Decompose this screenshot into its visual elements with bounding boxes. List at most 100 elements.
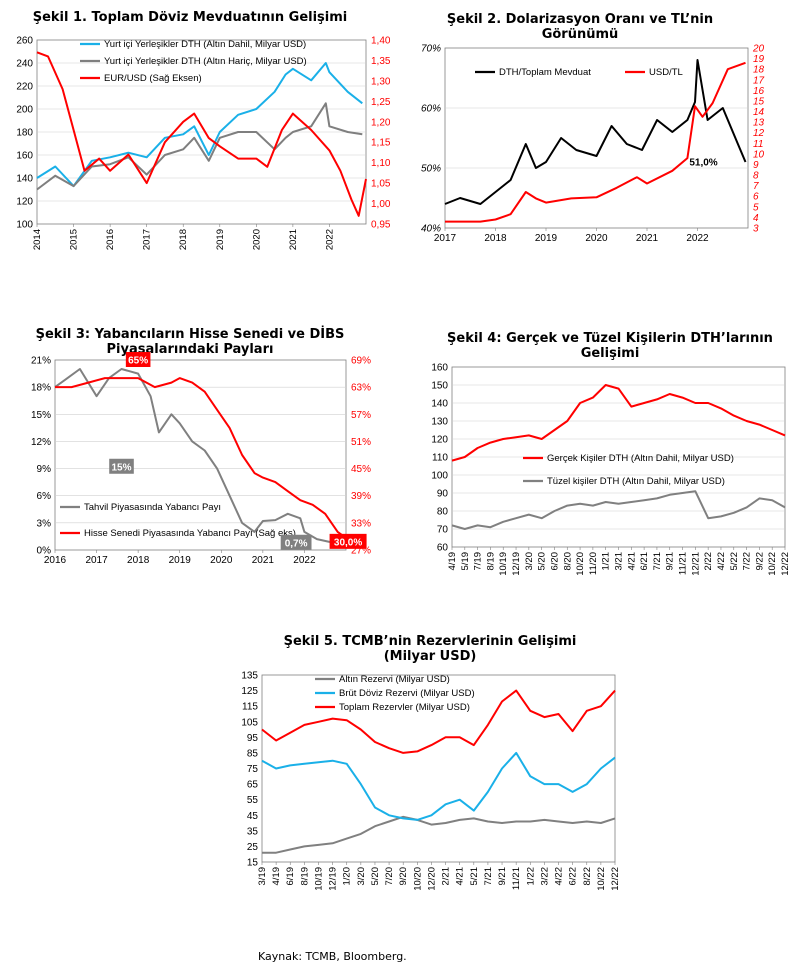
x-tick-label: 2021 [636, 233, 659, 244]
y2-tick-label: 18 [753, 65, 765, 76]
x-tick-label: 2021 [288, 229, 299, 250]
y-tick-label: 21% [31, 356, 51, 367]
x-tick-label: 9/22 [754, 552, 765, 571]
x-tick-label: 1/21 [601, 552, 612, 571]
y2-tick-label: 14 [753, 107, 765, 118]
legend-label: USD/TL [649, 67, 683, 78]
x-tick-label: 5/20 [370, 867, 381, 886]
x-tick-label: 2017 [85, 555, 108, 566]
y2-tick-label: 20 [752, 44, 765, 55]
plot-frame [444, 47, 749, 229]
annotation-box [329, 533, 367, 549]
y-tick-label: 105 [241, 717, 258, 728]
legend-label: DTH/Toplam Mevduat [499, 67, 591, 78]
annotation-label: 51,0% [689, 158, 717, 169]
x-tick-label: 10/22 [596, 867, 607, 891]
y-tick-label: 240 [16, 59, 33, 70]
annotation-box [125, 352, 151, 367]
y2-tick-label: 33% [351, 518, 371, 529]
y2-tick-label: 17 [753, 75, 765, 86]
series-line-1 [451, 490, 786, 530]
x-tick-label: 2018 [127, 555, 150, 566]
annotation-label: 65% [128, 356, 148, 367]
x-tick-label: 12/22 [780, 552, 791, 576]
chart-2-svg: 40%50%60%70%3456789101112131415161718192… [421, 44, 765, 245]
x-tick-label: 8/19 [299, 867, 310, 886]
y2-tick-label: 1,00 [371, 199, 391, 210]
y2-tick-label: 9 [753, 160, 759, 171]
y-tick-label: 140 [431, 399, 448, 410]
annotation-label: 0,7% [285, 538, 308, 549]
x-tick-label: 2017 [434, 233, 457, 244]
y2-tick-label: 63% [351, 383, 371, 394]
y-tick-label: 120 [16, 197, 33, 208]
x-tick-label: 6/19 [285, 867, 296, 886]
x-tick-label: 11/21 [678, 552, 689, 575]
legend-label: Yurt içi Yerleşikler DTH (Altın Dahil, M… [104, 39, 306, 50]
y-tick-label: 110 [432, 453, 448, 464]
y-tick-label: 12% [31, 437, 51, 448]
y-tick-label: 65 [247, 780, 259, 791]
y-tick-label: 18% [31, 383, 51, 394]
chart-3-svg: 0% 3% 6% 9% 12% 15% 18% 21% 27% 33% 39% 45% 51% 57% 63… [31, 352, 371, 566]
y2-tick-label: 1,20 [371, 117, 391, 128]
y2-tick-label: 7 [753, 181, 759, 192]
x-tick-label: 5/22 [729, 552, 740, 571]
x-tick-label: 10/20 [412, 867, 423, 891]
x-tick-label: 2018 [178, 229, 189, 250]
y-tick-label: 70 [437, 525, 449, 536]
x-tick-label: 5/20 [537, 552, 548, 571]
y2-tick-label: 19 [753, 54, 765, 65]
plot-frame [261, 674, 616, 863]
x-tick-label: 2018 [484, 233, 507, 244]
y-tick-label: 95 [247, 733, 259, 744]
y-tick-label: 100 [431, 471, 448, 482]
y-tick-label: 160 [16, 151, 33, 162]
x-tick-label: 11/20 [588, 552, 599, 575]
x-tick-label: 2020 [585, 233, 608, 244]
y2-tick-label: 1,10 [371, 158, 391, 169]
x-tick-label: 2/22 [703, 552, 714, 571]
y-tick-label: 260 [16, 36, 33, 47]
y2-tick-label: 57% [351, 410, 371, 421]
y2-tick-label: 1,25 [371, 97, 391, 108]
series-line-1 [55, 377, 345, 538]
y2-tick-label: 12 [753, 128, 765, 139]
x-tick-label: 4/21 [626, 552, 637, 571]
source-note: Kaynak: TCMB, Bloomberg. [258, 950, 407, 963]
x-tick-label: 2016 [44, 555, 67, 566]
series-line-0 [451, 384, 786, 462]
y2-tick-label: 1,35 [371, 56, 391, 67]
y2-tick-label: 3 [753, 224, 759, 235]
x-tick-label: 8/20 [562, 552, 573, 571]
chart-5-title: Şekil 5. TCMB’nin Rezervlerinin Gelişimi… [283, 634, 577, 664]
y-tick-label: 200 [16, 105, 33, 116]
x-tick-label: 9/20 [398, 867, 409, 886]
series-line-0 [444, 59, 747, 205]
x-tick-label: 10/22 [767, 552, 778, 576]
x-tick-label: 4/21 [455, 867, 466, 886]
series-line-2 [36, 51, 367, 217]
x-tick-label: 7/19 [473, 552, 484, 571]
x-tick-label: 3/20 [524, 552, 535, 571]
x-tick-label: 2020 [210, 555, 233, 566]
y2-tick-label: 45% [351, 464, 371, 475]
y-tick-label: 35 [247, 826, 259, 837]
legend-label: Tahvil Piyasasında Yabancı Payı [84, 502, 221, 513]
y-tick-label: 70% [421, 44, 441, 55]
y-tick-label: 135 [241, 671, 258, 682]
x-tick-label: 5/21 [469, 867, 480, 886]
x-tick-label: 2022 [293, 555, 316, 566]
y2-tick-label: 0,95 [371, 220, 391, 231]
x-tick-label: 12/20 [426, 867, 437, 891]
y2-tick-label: 11 [753, 139, 763, 150]
y2-tick-label: 15 [753, 96, 765, 107]
y-tick-label: 115 [242, 702, 258, 713]
x-tick-label: 11/21 [511, 867, 522, 890]
y-tick-label: 180 [16, 128, 33, 139]
y-tick-label: 120 [431, 435, 448, 446]
x-tick-label: 4/22 [554, 867, 565, 886]
y2-tick-label: 13 [753, 118, 765, 129]
series-line-1 [445, 61, 746, 223]
y-tick-label: 0% [37, 546, 52, 557]
